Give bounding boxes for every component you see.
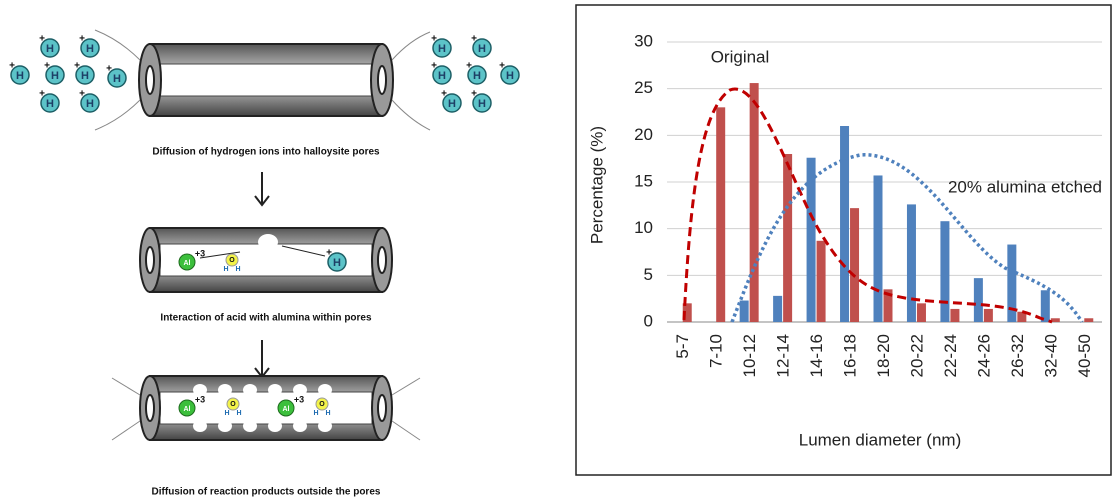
x-tick-label: 40-50 [1075,334,1094,377]
bar [750,83,759,322]
ion-label: H [438,43,446,55]
bar [850,208,859,322]
y-axis-label: Percentage (%) [587,126,606,244]
atom-label: H [224,410,229,417]
atom-label: O [319,401,325,408]
bar [740,301,749,322]
ion-label: H [51,70,59,82]
ion-label: Al [184,406,191,413]
ion-label: Al [283,406,290,413]
atom-label: H [313,410,318,417]
ion-charge: + [9,61,15,72]
y-tick-label: 25 [634,78,653,97]
series-label: Original [711,47,770,66]
bar [950,309,959,322]
bar [840,126,849,322]
ion-charge: + [326,248,332,259]
arrow [255,172,269,205]
bar [907,204,916,322]
x-tick-label: 26-32 [1008,334,1027,377]
bar [874,175,883,322]
caption: Diffusion of reaction products outside t… [152,487,381,498]
ion-label: H [81,70,89,82]
y-tick-label: 5 [644,265,653,284]
x-axis-label: Lumen diameter (nm) [799,430,962,449]
x-tick-label: 16-18 [841,334,860,377]
x-tick-label: 12-14 [774,334,793,377]
ion-charge: + [39,34,45,45]
ion-label: H [478,98,486,110]
ion-charge: + [441,89,447,100]
bar [917,303,926,322]
x-tick-label: 32-40 [1041,334,1060,377]
ion-label: H [448,98,456,110]
bar [1084,318,1093,322]
ion-label: H [333,257,341,269]
ion-charge: + [106,64,112,75]
atom-label: H [236,410,241,417]
ion-label: H [113,73,121,85]
bar [974,278,983,322]
atom-label: O [230,401,236,408]
x-tick-label: 22-24 [941,334,960,377]
ion-charge: + [471,89,477,100]
ion-label: H [46,43,54,55]
bar [773,296,782,322]
ion-label: H [473,70,481,82]
ion-label: H [46,98,54,110]
bar [716,107,725,322]
ion-charge: + [39,89,45,100]
series-label: 20% alumina etched [948,177,1102,196]
figure: Diffusion of hydrogen ions into halloysi… [0,0,1120,498]
ion-charge: + [44,61,50,72]
x-tick-label: 7-10 [707,334,726,368]
ion-label: Al [184,260,191,267]
atom-label: H [223,266,228,273]
atom-label: H [325,410,330,417]
y-tick-label: 0 [644,311,653,330]
x-tick-label: 20-22 [907,334,926,377]
ion-label: H [86,98,94,110]
x-tick-label: 5-7 [673,334,692,359]
bar [940,221,949,322]
bar [817,241,826,322]
tube [112,376,420,440]
x-tick-label: 14-16 [807,334,826,377]
ion-label: H [478,43,486,55]
ion-charge: + [79,34,85,45]
ion-charge: + [431,61,437,72]
ion-charge: + [74,61,80,72]
x-tick-label: 24-26 [974,334,993,377]
atom-label: O [229,257,235,264]
ion-charge: + [431,34,437,45]
tube [140,228,392,292]
tube [95,30,430,130]
y-tick-label: 10 [634,218,653,237]
caption: Interaction of acid with alumina within … [160,313,372,324]
page: Diffusion of hydrogen ions into halloysi… [0,0,1120,498]
y-tick-label: 20 [634,125,653,144]
ion-charge: +3 [195,394,205,404]
arrow [255,340,269,377]
x-tick-label: 18-20 [874,334,893,377]
ion-label: H [438,70,446,82]
bar [984,309,993,322]
ion-charge: + [466,61,472,72]
caption: Diffusion of hydrogen ions into halloysi… [152,147,380,158]
diagram: Diffusion of hydrogen ions into halloysi… [9,30,519,498]
y-tick-label: 30 [634,31,653,50]
ion-label: H [16,70,24,82]
ion-label: H [506,70,514,82]
bar [783,154,792,322]
atom-label: H [235,266,240,273]
ion-charge: + [499,61,505,72]
ion-charge: +3 [195,248,205,258]
ion-charge: + [79,89,85,100]
ion-charge: +3 [294,394,304,404]
ion-charge: + [471,34,477,45]
y-tick-label: 15 [634,171,653,190]
x-tick-label: 10-12 [740,334,759,377]
ion-label: H [86,43,94,55]
